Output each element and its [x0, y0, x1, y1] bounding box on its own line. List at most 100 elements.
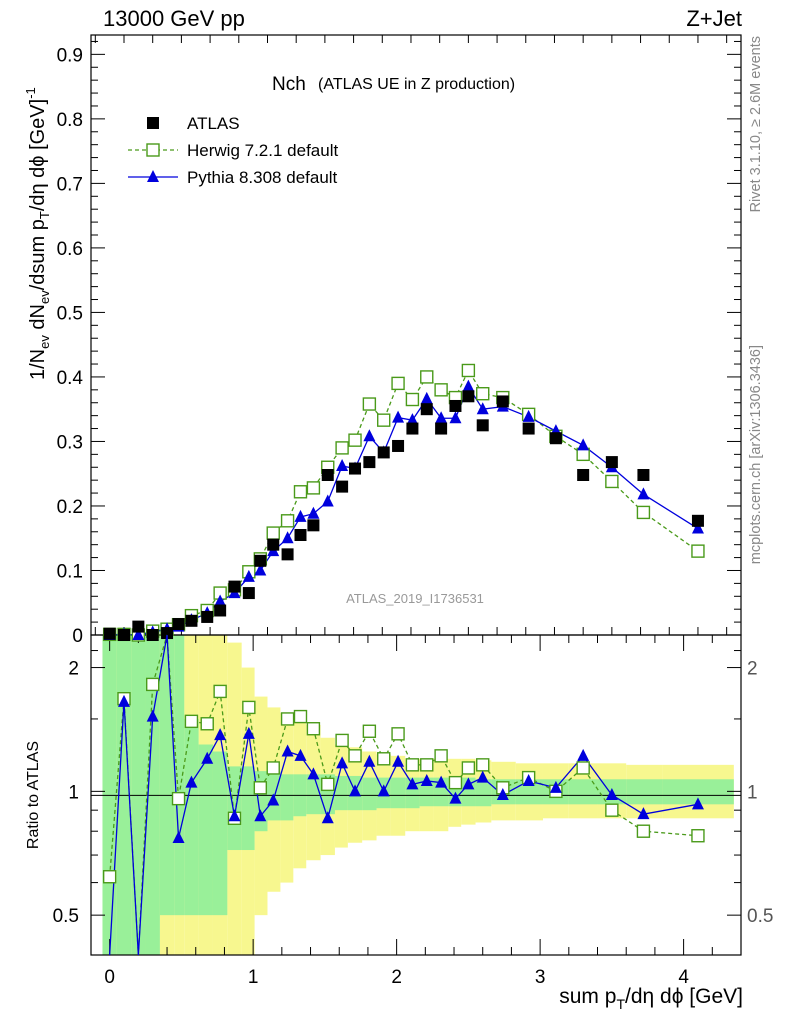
ratio-y-tick-label-right: 1 [747, 782, 758, 803]
atlas-point [336, 480, 349, 493]
herwig-ratio-point [576, 761, 590, 775]
ratio-band-inner [280, 774, 294, 821]
analysis-watermark: ATLAS_2019_I1736531 [346, 591, 484, 606]
herwig-ratio-point [377, 752, 391, 766]
y-tick-label: 0.5 [57, 303, 83, 324]
herwig-ratio-point [200, 717, 214, 731]
herwig-ratio-point [213, 684, 227, 699]
herwig-point [266, 526, 280, 540]
herwig-ratio-point [102, 870, 117, 884]
atlas-point [449, 399, 462, 412]
pythia-ratio-point [336, 756, 349, 769]
ratio-band-inner [184, 718, 199, 916]
pythia-point [449, 411, 462, 424]
pythia-ratio-point [476, 770, 489, 783]
herwig-ratio-point [448, 775, 463, 790]
rivet-version-label: Rivet 3.1.10, ≥ 2.6M events [748, 36, 764, 212]
herwig-ratio-point [293, 709, 308, 724]
ratio-plot-frame [90, 634, 742, 956]
herwig-ratio-point [266, 761, 280, 775]
ratio-band-inner [227, 766, 242, 851]
herwig-ratio-point [280, 712, 295, 726]
ratio-y-tick-label: 1 [68, 782, 79, 803]
herwig-ratio-point [335, 733, 349, 748]
pythia-ratio-point [392, 754, 405, 767]
ratio-band-inner [241, 766, 255, 851]
pythia-point [420, 391, 433, 404]
atlas-point [161, 627, 174, 640]
pythia-ratio-point [214, 728, 227, 741]
atlas-point [172, 618, 185, 631]
herwig-ratio-point [306, 722, 321, 736]
pythia-ratio-point [321, 811, 334, 824]
atlas-point [201, 610, 214, 623]
herwig-ratio-point [171, 791, 186, 806]
legend-marker-atlas [147, 117, 159, 129]
atlas-point [435, 422, 448, 435]
herwig-point [420, 370, 434, 384]
pythia-point [336, 458, 349, 471]
svg-text:sum pT/dη dϕ [GeV]: sum pT/dη dϕ [GeV] [559, 985, 743, 1012]
ratio-band-inner [390, 777, 406, 809]
ratio-band-inner [475, 779, 492, 807]
y-tick-label: 0.3 [57, 432, 83, 453]
pythia-ratio-point [349, 784, 362, 797]
pythia-ratio-point [267, 793, 280, 806]
atlas-point [363, 456, 376, 469]
pythia-point [577, 438, 590, 451]
atlas-point [294, 529, 307, 541]
atlas-point [476, 419, 489, 432]
herwig-ratio-point [405, 758, 420, 772]
herwig-point [335, 441, 349, 455]
pythia-ratio-point [146, 709, 159, 722]
atlas-point [242, 587, 255, 600]
ratio-band-inner [306, 774, 321, 815]
pythia-point [462, 379, 475, 392]
legend-marker-herwig [146, 143, 160, 157]
pythia-ratio-point [420, 773, 433, 786]
herwig-point [362, 397, 377, 411]
x-tick-label: 4 [678, 967, 689, 988]
ratio-band-inner [174, 635, 185, 916]
atlas-point [267, 538, 280, 551]
herwig-point [605, 474, 619, 489]
pythia-point [363, 429, 376, 442]
pythia-ratio-point [522, 773, 535, 786]
x-tick-label: 0 [104, 967, 115, 988]
atlas-point [637, 469, 650, 481]
ratio-band-inner [362, 777, 377, 811]
atlas-point [307, 519, 320, 532]
herwig-point [434, 383, 448, 397]
herwig-point [306, 481, 321, 495]
pythia-point [522, 409, 535, 422]
atlas-point [691, 514, 704, 527]
y-tick-label: 0.6 [57, 239, 83, 260]
atlas-point [377, 446, 390, 459]
pythia-ratio-point [118, 694, 131, 707]
herwig-ratio-point [362, 724, 377, 738]
y-tick-label: 0.4 [57, 368, 84, 389]
pythia-ratio-point [201, 751, 214, 764]
atlas-point [462, 390, 475, 403]
atlas-point [146, 629, 159, 641]
pythia-point [691, 521, 704, 534]
atlas-point [522, 422, 535, 435]
atlas-point [228, 580, 241, 593]
atlas-point [406, 422, 419, 435]
legend-entry-herwig: Herwig 7.2.1 default [128, 141, 338, 160]
atlas-point [496, 395, 509, 408]
y-tick-label: 0.8 [57, 110, 83, 131]
x-tick-label: 3 [535, 967, 546, 988]
legend-entry-pythia: Pythia 8.308 default [128, 168, 338, 187]
ratio-band-inner [198, 744, 213, 916]
pythia-ratio-point [449, 791, 462, 804]
pythia-ratio-point [228, 809, 241, 822]
ratio-band-inner [626, 779, 663, 805]
pythia-point [294, 509, 307, 522]
pythia-ratio-point [242, 726, 255, 739]
ratio-y-tick-label: 2 [68, 659, 79, 680]
atlas-point [118, 629, 131, 641]
x-tick-label: 2 [391, 967, 402, 988]
atlas-point [392, 439, 405, 452]
pythia-ratio-point [185, 775, 198, 788]
